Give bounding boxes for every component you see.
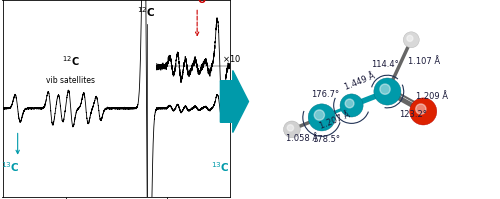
Text: $^{13}$C: $^{13}$C: [1, 161, 20, 174]
Text: 123.2°: 123.2°: [400, 110, 427, 119]
Circle shape: [404, 32, 419, 48]
Text: vib satellites: vib satellites: [46, 76, 95, 85]
Circle shape: [308, 104, 336, 131]
Circle shape: [380, 84, 390, 94]
Circle shape: [374, 78, 401, 105]
Text: 1.107 Å: 1.107 Å: [408, 57, 440, 66]
Text: $^{12}$C: $^{12}$C: [138, 5, 156, 19]
Circle shape: [340, 94, 363, 117]
Text: $^{18}$O: $^{18}$O: [188, 0, 206, 6]
Text: 178.5°: 178.5°: [312, 135, 340, 144]
Circle shape: [416, 104, 426, 114]
Circle shape: [345, 99, 354, 108]
Text: $^{12}$C: $^{12}$C: [62, 55, 80, 68]
Circle shape: [287, 125, 294, 131]
Text: 1.207 Å: 1.207 Å: [318, 110, 351, 130]
Circle shape: [410, 98, 437, 125]
Text: 1.449 Å: 1.449 Å: [343, 71, 376, 92]
Text: 1.209 Å: 1.209 Å: [416, 93, 448, 101]
Circle shape: [284, 121, 300, 138]
Circle shape: [407, 35, 413, 41]
Text: $^{13}$C: $^{13}$C: [210, 161, 229, 174]
Text: 1.058 Å: 1.058 Å: [286, 134, 318, 143]
Text: $\times$10: $\times$10: [222, 53, 242, 64]
Text: 114.4°: 114.4°: [372, 60, 400, 69]
FancyArrow shape: [220, 70, 248, 133]
Text: 176.7°: 176.7°: [310, 90, 339, 99]
Circle shape: [314, 110, 324, 120]
